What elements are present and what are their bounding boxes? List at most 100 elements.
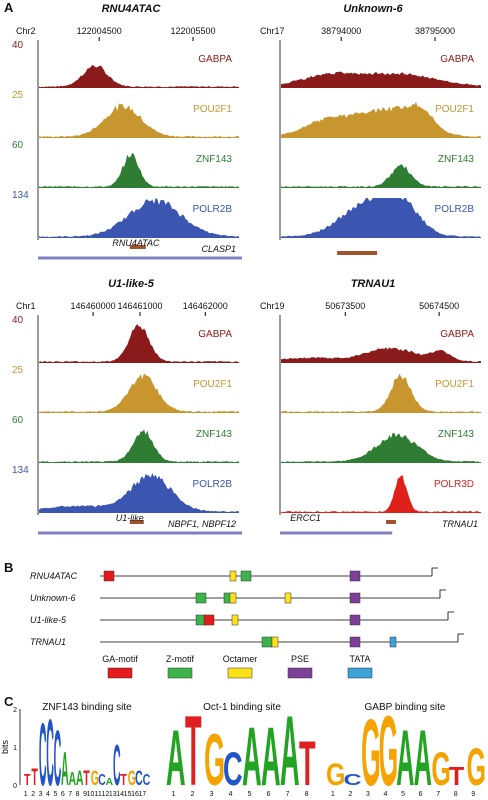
- gene-arrow: [129, 245, 146, 249]
- motif-box: [229, 570, 237, 582]
- logo-position: 1: [24, 791, 28, 798]
- logo-position: 13: [109, 791, 117, 798]
- gene-name: NBPF1, NBPF12: [168, 519, 236, 529]
- row-label: RNU4ATAC: [30, 571, 78, 581]
- track-scale: 134: [12, 465, 29, 476]
- logo-position: 11: [95, 791, 102, 798]
- panel-label: B: [4, 560, 13, 575]
- logo-ytick: 0: [13, 783, 17, 790]
- legend-swatch: [227, 667, 253, 679]
- logo-letter: T: [449, 763, 465, 792]
- track-name: ZNF143: [196, 154, 233, 165]
- logo-position: 2: [31, 791, 35, 798]
- signal-track: [281, 164, 481, 188]
- gene-name: TRNAU1: [442, 519, 478, 529]
- logo-position: 10: [87, 791, 95, 798]
- logo-letter: G: [91, 766, 99, 790]
- logo-letter: A: [396, 715, 414, 800]
- logo-position: 1: [172, 791, 176, 798]
- logo-ylabel: bits: [0, 740, 10, 755]
- gene-name: U1-like: [116, 513, 144, 523]
- logo-letter: A: [61, 744, 69, 796]
- logo-position: 6: [267, 791, 271, 798]
- signal-track: [281, 101, 481, 138]
- panel-title: Unknown-6: [343, 3, 403, 15]
- track-name: POU2F1: [435, 379, 474, 390]
- logo-position: 3: [366, 791, 370, 798]
- logo-title: GABP binding site: [365, 702, 446, 713]
- track-name: POU2F1: [193, 104, 232, 115]
- logo-letter: T: [299, 729, 316, 799]
- coordinate: 146461000: [117, 301, 162, 311]
- logo-position: 8: [76, 791, 80, 798]
- motif-box: [195, 592, 207, 604]
- legend-label: Octamer: [223, 654, 258, 664]
- logo-letter: C: [344, 771, 362, 788]
- legend-swatch: [167, 667, 193, 679]
- logo-letter: A: [106, 776, 114, 788]
- gene-name: CLASP1: [201, 244, 236, 254]
- motif-box: [231, 614, 239, 626]
- motif-box: [261, 636, 273, 648]
- legend-swatch: [287, 667, 313, 679]
- track-name: ZNF143: [438, 154, 475, 165]
- logo-letter: A: [261, 711, 281, 800]
- legend-swatch: [107, 667, 133, 679]
- logo-letter: C: [46, 701, 54, 800]
- track-name: GABPA: [440, 329, 474, 340]
- track-name: POU2F1: [193, 379, 232, 390]
- logo-letter: G: [326, 757, 346, 792]
- signal-track: [281, 347, 481, 363]
- coordinate: 50674500: [419, 301, 459, 311]
- track-scale: 60: [12, 140, 24, 151]
- logo-letter: T: [120, 771, 127, 789]
- logo-position: 7: [286, 791, 290, 798]
- track-name: ZNF143: [438, 429, 475, 440]
- logo-position: 17: [138, 791, 146, 798]
- logo-letter: T: [185, 696, 202, 800]
- legend-label: PSE: [291, 654, 309, 664]
- chromosome: Chr1: [16, 301, 36, 311]
- logo-position: 2: [191, 791, 195, 798]
- logo-letter: A: [414, 715, 432, 800]
- logo-position: 5: [248, 791, 252, 798]
- logo-title: ZNF143 binding site: [42, 702, 132, 713]
- logo-letter: C: [54, 714, 62, 800]
- logo-position: 7: [68, 791, 72, 798]
- logo-letter: T: [83, 766, 89, 790]
- track-name: POLR2B: [193, 479, 233, 490]
- logo-position: 3: [39, 791, 43, 798]
- gene-body: [38, 531, 242, 535]
- motif-box: [389, 636, 397, 648]
- coordinate: 38794000: [321, 26, 361, 36]
- signal-track: [39, 429, 239, 463]
- logo-position: 9: [83, 791, 87, 798]
- logo-position: 4: [229, 791, 233, 798]
- logo-position: 5: [401, 791, 405, 798]
- logo-position: 15: [124, 791, 132, 798]
- motif-box: [103, 570, 115, 582]
- signal-track: [281, 71, 481, 88]
- tss-arrow: [439, 589, 446, 598]
- logo-letter: A: [166, 715, 186, 800]
- logo-letter: C: [98, 771, 106, 789]
- row-label: Unknown-6: [30, 593, 76, 603]
- logo-letter: G: [431, 744, 451, 796]
- logo-letter: C: [113, 732, 121, 797]
- motif-box: [229, 592, 237, 604]
- logo-letter: G: [466, 738, 486, 797]
- legend-label: TATA: [350, 654, 371, 664]
- logo-position: 6: [61, 791, 65, 798]
- row-label: TRNAU1: [30, 637, 66, 647]
- signal-track: [39, 373, 239, 413]
- row-label: U1-like-5: [30, 615, 67, 625]
- logo-letter: T: [24, 771, 31, 789]
- coordinate: 146462000: [183, 301, 228, 311]
- motif-box: [349, 570, 361, 582]
- logo-letter: A: [68, 769, 76, 790]
- gene-name: ERCC1: [290, 513, 321, 523]
- gene-body: [280, 531, 393, 535]
- signal-track: [281, 433, 481, 463]
- gene-body: [38, 256, 242, 260]
- logo-letter: T: [31, 763, 37, 790]
